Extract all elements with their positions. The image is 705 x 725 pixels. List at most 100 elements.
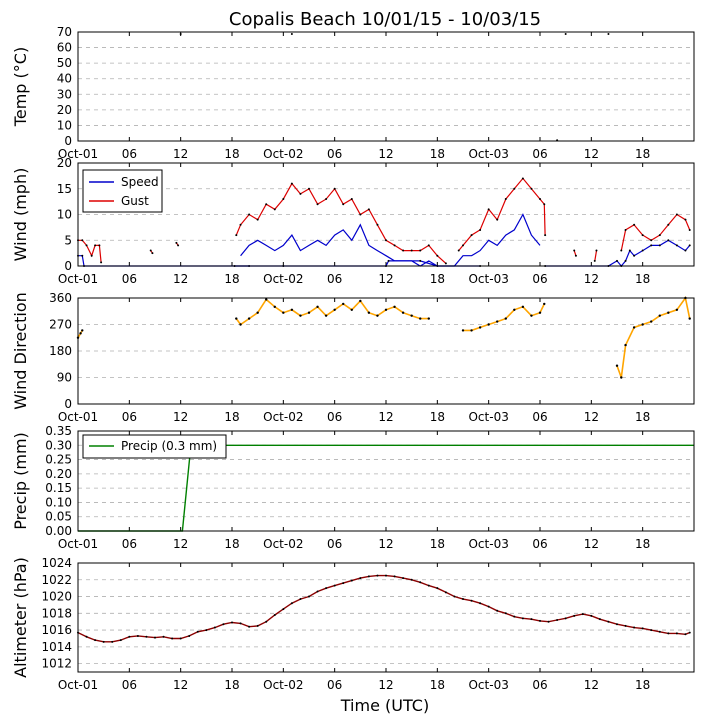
gust-point — [544, 234, 547, 237]
x-tick-label: 18 — [430, 272, 445, 286]
gust-point — [385, 239, 387, 242]
x-tick-label: 18 — [430, 537, 445, 551]
x-tick-label: 12 — [173, 410, 188, 424]
direction-point — [538, 311, 542, 314]
x-tick-label: Oct-02 — [263, 678, 303, 692]
x-tick-label: Oct-01 — [58, 147, 98, 161]
gust-point — [543, 203, 546, 206]
y-tick-label: 70 — [57, 25, 72, 39]
altimeter-point — [419, 581, 422, 584]
x-tick-label: 18 — [224, 678, 239, 692]
direction-point — [316, 305, 319, 309]
altimeter-point — [359, 577, 362, 580]
altimeter-point — [624, 624, 627, 627]
direction-point — [81, 329, 84, 332]
gust-point — [273, 208, 276, 211]
x-tick-label: Oct-01 — [58, 537, 98, 551]
x-tick-label: Oct-01 — [58, 410, 98, 424]
direction-point — [256, 311, 259, 314]
speed-point — [633, 254, 636, 257]
gust-point — [487, 208, 490, 211]
x-tick-label: 12 — [584, 272, 599, 286]
altimeter-point — [205, 629, 208, 632]
x-tick-label: 12 — [378, 537, 393, 551]
x-tick-label: 18 — [224, 537, 239, 551]
altimeter-point — [487, 605, 490, 608]
y-tick-label: 20 — [57, 156, 72, 170]
altimeter-point — [136, 634, 139, 637]
altimeter-line — [77, 574, 690, 643]
direction-point — [478, 326, 482, 329]
legend: Speed Gust — [82, 169, 163, 213]
direction-point — [273, 305, 276, 309]
gust-point — [359, 213, 362, 216]
direction-point — [667, 311, 670, 314]
gust-line — [594, 250, 598, 261]
speed-point — [658, 244, 661, 247]
gust-point — [574, 254, 577, 257]
altimeter-point — [248, 625, 251, 628]
direction-point — [265, 298, 268, 301]
x-tick-label: 06 — [532, 272, 547, 286]
x-tick-label: Oct-02 — [263, 272, 303, 286]
altimeter-point — [282, 608, 285, 611]
plot-frame — [77, 430, 695, 532]
plot-frame — [77, 297, 695, 405]
y-tick-label: 20 — [57, 103, 72, 117]
altimeter-point — [385, 574, 387, 577]
x-tick-label: 18 — [430, 147, 445, 161]
speed-point — [688, 244, 691, 247]
altimeter-point — [119, 639, 122, 642]
legend-speed-label: Speed — [121, 175, 159, 189]
direction-line — [463, 303, 546, 332]
y-tick-label: 1022 — [41, 573, 72, 587]
gust-point — [593, 259, 596, 262]
y-tick-label: 30 — [57, 87, 72, 101]
altimeter-point — [393, 575, 396, 578]
y-tick-label: 15 — [57, 182, 72, 196]
gust-point — [573, 249, 576, 252]
gust-point — [462, 244, 464, 247]
gust-point — [333, 187, 336, 190]
x-tick-label: 12 — [173, 272, 188, 286]
x-tick-label: Oct-03 — [468, 410, 508, 424]
x-tick-label: 12 — [584, 147, 599, 161]
altimeter-point — [513, 615, 516, 618]
y-axis-label: Wind Direction — [11, 292, 30, 410]
altimeter-point — [688, 631, 691, 634]
y-tick-label: 0.35 — [45, 424, 72, 438]
x-tick-label: 12 — [378, 678, 393, 692]
gust-point — [427, 244, 430, 247]
direction-point — [624, 343, 627, 347]
x-tick-label: 18 — [635, 147, 650, 161]
altimeter-point — [342, 582, 345, 585]
y-tick-label: 90 — [57, 371, 72, 385]
y-tick-label: 0 — [64, 259, 72, 273]
speed-point — [675, 244, 678, 247]
x-tick-label: 12 — [378, 272, 393, 286]
gust-point — [688, 228, 691, 231]
direction-point — [521, 305, 525, 309]
gust-point — [658, 234, 661, 237]
direction-point — [543, 302, 546, 306]
altimeter-point — [213, 626, 216, 629]
direction-point — [513, 308, 516, 311]
altimeter-point — [658, 630, 661, 633]
gust-point — [667, 223, 670, 226]
gust-line — [620, 213, 691, 251]
gust-point — [308, 187, 310, 190]
altimeter-point — [290, 602, 293, 605]
x-tick-label: 18 — [224, 147, 239, 161]
y-tick-label: 0.30 — [45, 438, 72, 452]
altimeter-point — [598, 618, 601, 621]
x-tick-label: 18 — [224, 410, 239, 424]
speed-point — [387, 259, 390, 262]
altimeter-point — [350, 579, 353, 582]
gust-point — [504, 198, 507, 201]
legend-precip-label: Precip (0.3 mm) — [121, 439, 217, 453]
altimeter-point — [196, 630, 199, 633]
x-tick-label: Oct-01 — [58, 272, 98, 286]
x-tick-label: 12 — [173, 678, 188, 692]
gust-point — [521, 177, 524, 180]
gust-point — [457, 249, 460, 252]
